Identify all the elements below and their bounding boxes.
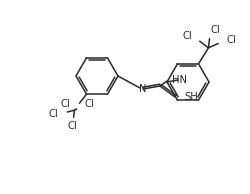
Text: Cl: Cl	[60, 99, 70, 109]
Text: Cl: Cl	[67, 121, 77, 131]
Text: Cl: Cl	[210, 25, 219, 35]
Text: N: N	[139, 84, 146, 94]
Text: Cl: Cl	[48, 109, 58, 119]
Text: HN: HN	[171, 75, 186, 85]
Text: Cl: Cl	[226, 35, 235, 45]
Text: SH: SH	[183, 92, 197, 102]
Text: Cl: Cl	[182, 31, 192, 41]
Text: Cl: Cl	[84, 99, 94, 109]
